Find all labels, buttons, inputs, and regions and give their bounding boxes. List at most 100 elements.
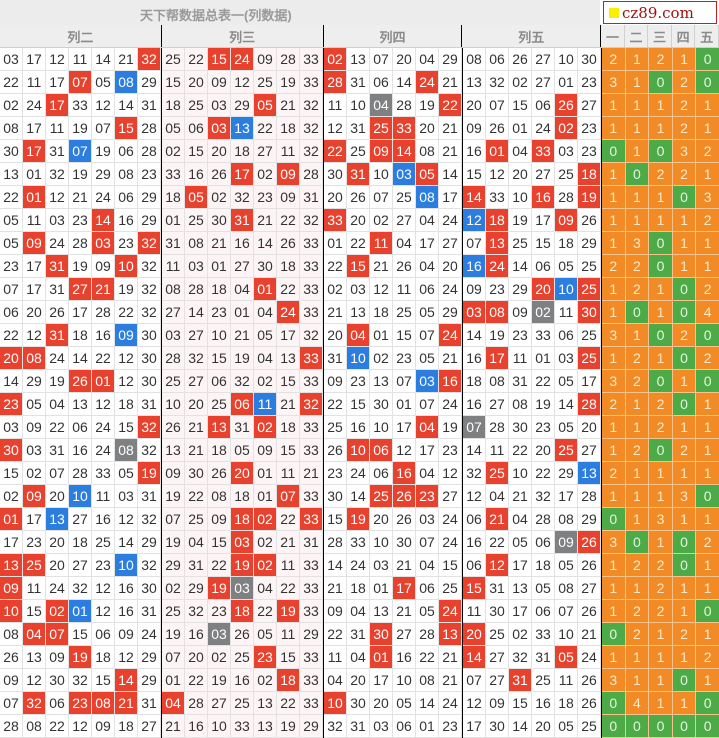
number-cell-gray: 08 bbox=[115, 439, 138, 462]
number-cell: 11 bbox=[555, 669, 578, 692]
number-cell: 28 bbox=[393, 94, 416, 117]
number-cell: 29 bbox=[555, 462, 578, 485]
stat-cell: 1 bbox=[602, 554, 626, 577]
number-cell: 30 bbox=[185, 462, 208, 485]
number-cell: 08 bbox=[115, 163, 138, 186]
number-cell: 13 bbox=[162, 439, 185, 462]
stat-cell: 1 bbox=[696, 508, 719, 531]
column-group-4: 21 13 18 25 05 29 bbox=[324, 301, 463, 324]
column-group-2: 09 11 24 32 12 16 30 bbox=[0, 577, 162, 600]
stat-cell: 1 bbox=[602, 163, 626, 186]
column-group-3: 02 29 19 03 04 22 33 bbox=[162, 577, 324, 600]
number-cell-gray: 03 bbox=[231, 577, 254, 600]
number-cell: 33 bbox=[300, 439, 323, 462]
number-cell: 06 bbox=[92, 623, 115, 646]
stat-cell: 2 bbox=[625, 255, 650, 278]
number-cell: 31 bbox=[509, 370, 532, 393]
number-cell: 33 bbox=[300, 232, 323, 255]
table-row: 09 11 24 32 12 16 30 02 29 19 03 04 22 33 21 18 01 17 06 25… bbox=[0, 577, 719, 600]
number-cell: 05 bbox=[555, 554, 578, 577]
number-cell: 13 bbox=[0, 163, 23, 186]
column-group-5: 16 27 08 19 14 28 bbox=[463, 393, 602, 416]
number-cell: 27 bbox=[439, 485, 462, 508]
number-cell-red: 08 bbox=[23, 347, 46, 370]
number-cell: 26 bbox=[231, 623, 254, 646]
column-group-4: 32 31 03 06 01 23 bbox=[324, 715, 463, 738]
number-cell: 15 bbox=[115, 416, 138, 439]
number-cell: 04 bbox=[416, 255, 439, 278]
site-logo[interactable]: cz89.com bbox=[603, 1, 717, 24]
column-group-4: 25 16 10 17 04 19 bbox=[324, 416, 463, 439]
number-cell: 26 bbox=[393, 508, 416, 531]
number-cell-red: 03 bbox=[208, 117, 231, 140]
number-cell: 03 bbox=[46, 209, 69, 232]
number-cell: 07 bbox=[416, 324, 439, 347]
number-cell-red: 15 bbox=[115, 117, 138, 140]
stat-cell: 1 bbox=[672, 508, 697, 531]
number-cell-blue: 10 bbox=[347, 347, 370, 370]
stat-cell: 1 bbox=[602, 117, 626, 140]
number-cell: 33 bbox=[300, 71, 323, 94]
number-cell: 33 bbox=[300, 646, 323, 669]
number-cell: 24 bbox=[92, 186, 115, 209]
stat-cell: 1 bbox=[649, 485, 673, 508]
number-cell: 12 bbox=[393, 439, 416, 462]
number-cell: 20 bbox=[370, 508, 393, 531]
number-cell: 27 bbox=[231, 255, 254, 278]
stat-cell: 1 bbox=[649, 531, 673, 554]
number-cell: 26 bbox=[578, 692, 601, 715]
number-cell-red: 16 bbox=[393, 462, 416, 485]
column-group-2: 07 32 06 23 08 21 31 bbox=[0, 692, 162, 715]
number-cell: 03 bbox=[370, 554, 393, 577]
number-cell: 02 bbox=[254, 531, 277, 554]
stat-cell: 0 bbox=[696, 485, 719, 508]
stat-cell: 1 bbox=[625, 669, 650, 692]
number-cell: 14 bbox=[115, 94, 138, 117]
number-cell: 26 bbox=[347, 186, 370, 209]
number-cell: 15 bbox=[509, 94, 532, 117]
number-cell: 04 bbox=[231, 278, 254, 301]
number-cell: 04 bbox=[509, 508, 532, 531]
logo-text: cz89.com bbox=[622, 3, 694, 22]
number-cell: 20 bbox=[208, 140, 231, 163]
number-cell-red: 02 bbox=[46, 600, 69, 623]
number-cell: 28 bbox=[555, 186, 578, 209]
number-cell-blue: 11 bbox=[254, 393, 277, 416]
stat-cell: 1 bbox=[625, 577, 650, 600]
stat-cell: 1 bbox=[625, 71, 650, 94]
number-cell: 11 bbox=[23, 209, 46, 232]
number-cell: 23 bbox=[578, 117, 601, 140]
stat-cell: 2 bbox=[602, 48, 626, 71]
table-row: 22 01 12 21 24 06 29 18 05 02 32 23 09 31 20 26 07 25 08 17… bbox=[0, 186, 719, 209]
number-cell: 18 bbox=[92, 646, 115, 669]
number-cell: 27 bbox=[578, 577, 601, 600]
stat-cell: 1 bbox=[625, 485, 650, 508]
number-cell: 05 bbox=[532, 577, 555, 600]
number-cell-red: 01 bbox=[486, 140, 509, 163]
stat-cell: 0 bbox=[672, 554, 697, 577]
number-cell-red: 14 bbox=[115, 669, 138, 692]
number-cell: 09 bbox=[509, 301, 532, 324]
number-cell: 07 bbox=[416, 393, 439, 416]
number-cell: 22 bbox=[347, 232, 370, 255]
number-cell: 22 bbox=[254, 600, 277, 623]
number-cell: 14 bbox=[463, 439, 486, 462]
number-cell: 18 bbox=[277, 416, 300, 439]
number-cell: 07 bbox=[416, 531, 439, 554]
number-cell: 15 bbox=[347, 393, 370, 416]
column-group-3: 10 20 25 06 11 21 32 bbox=[162, 393, 324, 416]
stat-cell: 1 bbox=[602, 278, 626, 301]
column-group-2: 03 17 12 11 14 21 32 bbox=[0, 48, 162, 71]
number-cell: 29 bbox=[138, 531, 161, 554]
number-cell: 25 bbox=[162, 370, 185, 393]
number-cell: 21 bbox=[208, 232, 231, 255]
column-group-2: 23 05 04 13 12 18 31 bbox=[0, 393, 162, 416]
number-cell: 14 bbox=[185, 301, 208, 324]
number-cell: 31 bbox=[347, 71, 370, 94]
column-group-4: 09 04 13 21 05 24 bbox=[324, 600, 463, 623]
stat-cell: 1 bbox=[649, 669, 673, 692]
